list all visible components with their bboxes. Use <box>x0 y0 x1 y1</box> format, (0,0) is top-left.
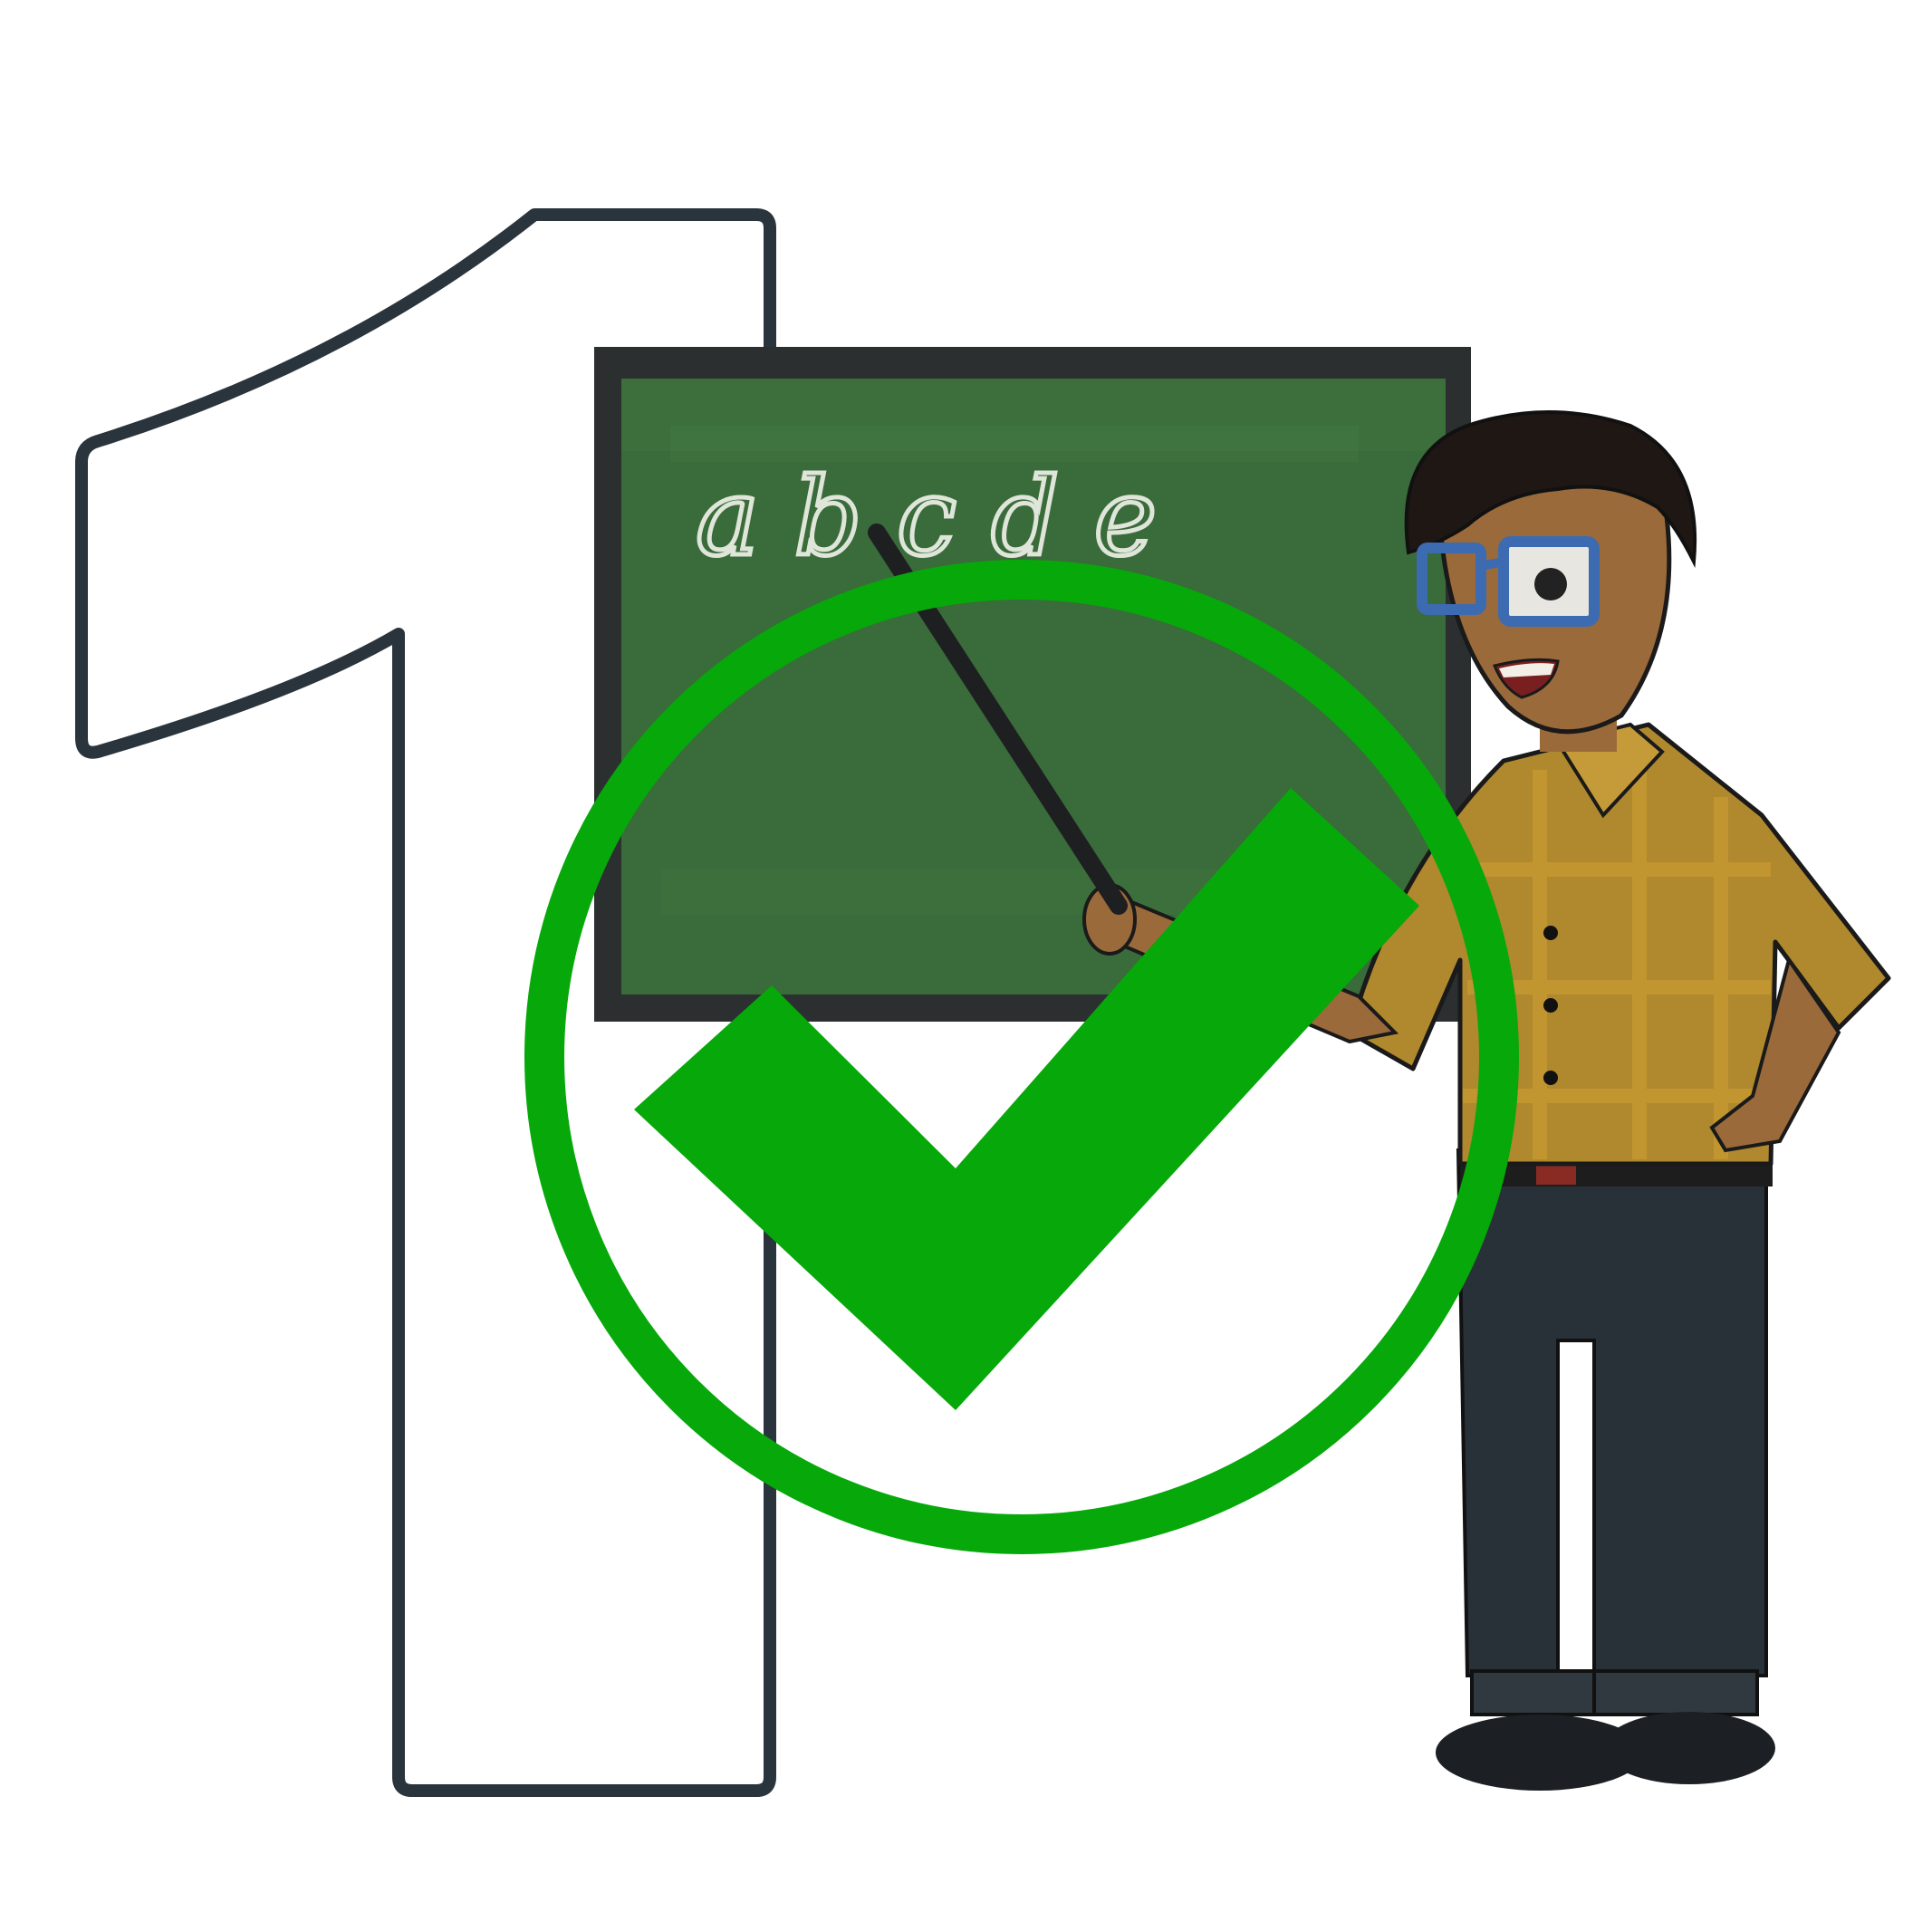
check-circle-icon <box>524 560 1519 1554</box>
chalkboard-text: abcde <box>696 455 1191 580</box>
